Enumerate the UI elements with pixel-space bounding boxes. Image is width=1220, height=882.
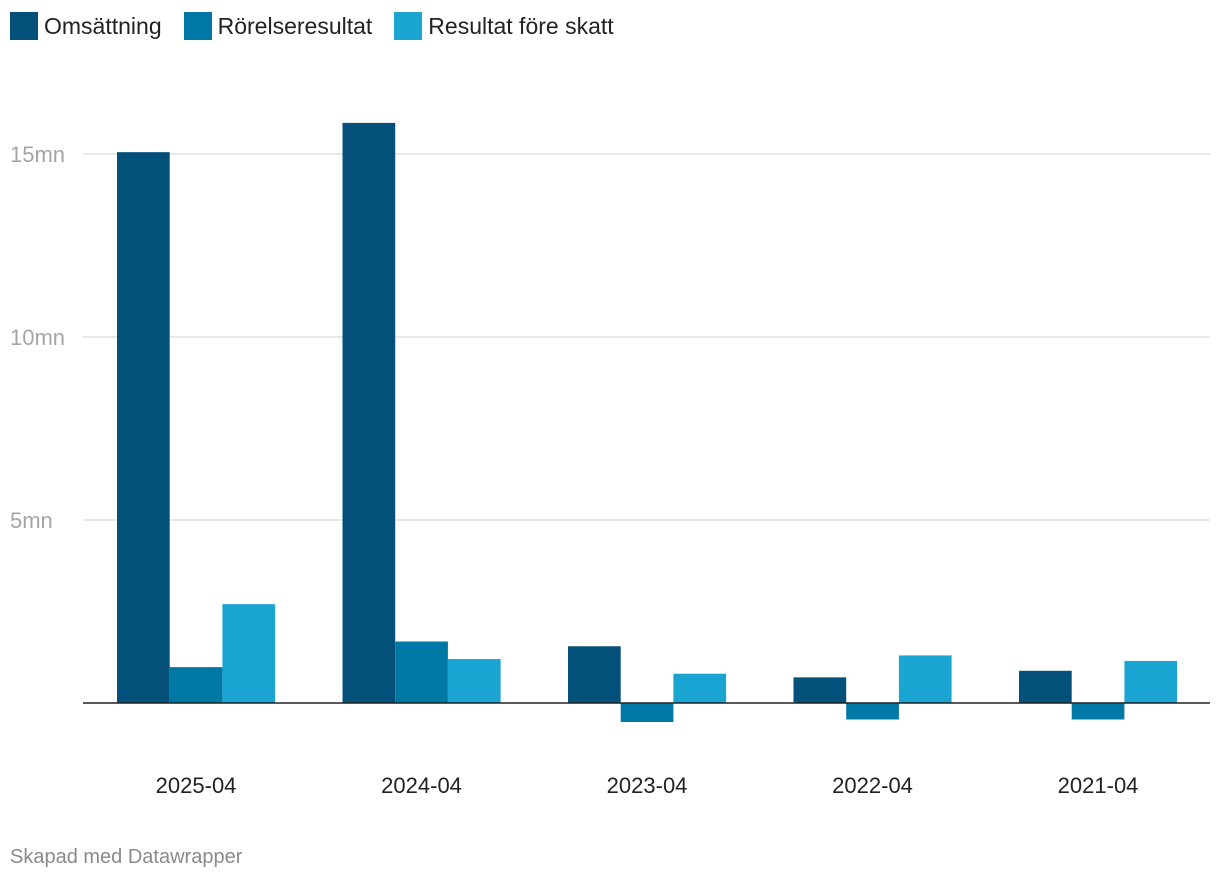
y-tick-label-10: 10mn [10, 325, 65, 350]
legend-label-omsattning: Omsättning [44, 12, 162, 39]
x-tick-label-2022-04: 2022-04 [832, 773, 913, 798]
legend-item-rorelseresultat: Rörelseresultat [183, 12, 373, 40]
legend-label-resultat-fore-skatt: Resultat före skatt [428, 12, 614, 39]
footer-credit: Skapad med Datawrapper [10, 846, 243, 868]
bar-2024-04-series-1 [395, 641, 448, 703]
bar-2022-04-series-1 [846, 703, 899, 720]
bar-2024-04-series-2 [447, 659, 501, 703]
bar-2021-04-series-2 [1124, 660, 1178, 703]
bar-2025-04-series-2 [222, 604, 276, 703]
gridlines: 5mn 10mn 15mn [10, 142, 1210, 533]
bar-2023-04-series-1 [620, 703, 674, 723]
bar-2022-04-series-0 [793, 677, 847, 703]
x-tick-label-2025-04: 2025-04 [156, 773, 237, 798]
x-axis: 2025-04 2024-04 2023-04 2022-04 2021-04 [83, 702, 1210, 798]
legend-swatch-omsattning [10, 12, 38, 40]
legend: Omsättning Rörelseresultat Resultat före… [10, 12, 636, 40]
bar-2021-04-series-0 [1019, 670, 1072, 703]
bar-2022-04-series-2 [898, 655, 952, 703]
bar-2021-04-series-1 [1071, 703, 1125, 720]
bar-2024-04-series-0 [342, 122, 396, 703]
x-tick-label-2024-04: 2024-04 [381, 773, 462, 798]
y-tick-label-5: 5mn [10, 508, 53, 533]
bar-2025-04-series-1 [169, 667, 223, 703]
legend-label-rorelseresultat: Rörelseresultat [217, 12, 373, 39]
legend-item-resultat-fore-skatt: Resultat före skatt [394, 12, 614, 40]
legend-swatch-rorelseresultat [183, 12, 212, 40]
y-tick-label-15: 15mn [10, 142, 65, 167]
bar-2025-04-series-0 [117, 152, 170, 704]
x-tick-label-2021-04: 2021-04 [1058, 773, 1139, 798]
x-tick-label-2023-04: 2023-04 [607, 773, 688, 798]
bars [117, 122, 1178, 723]
legend-item-omsattning: Omsättning [10, 12, 162, 40]
bar-2023-04-series-2 [673, 673, 727, 703]
bar-2023-04-series-0 [568, 646, 621, 703]
legend-swatch-resultat-fore-skatt [394, 12, 423, 40]
